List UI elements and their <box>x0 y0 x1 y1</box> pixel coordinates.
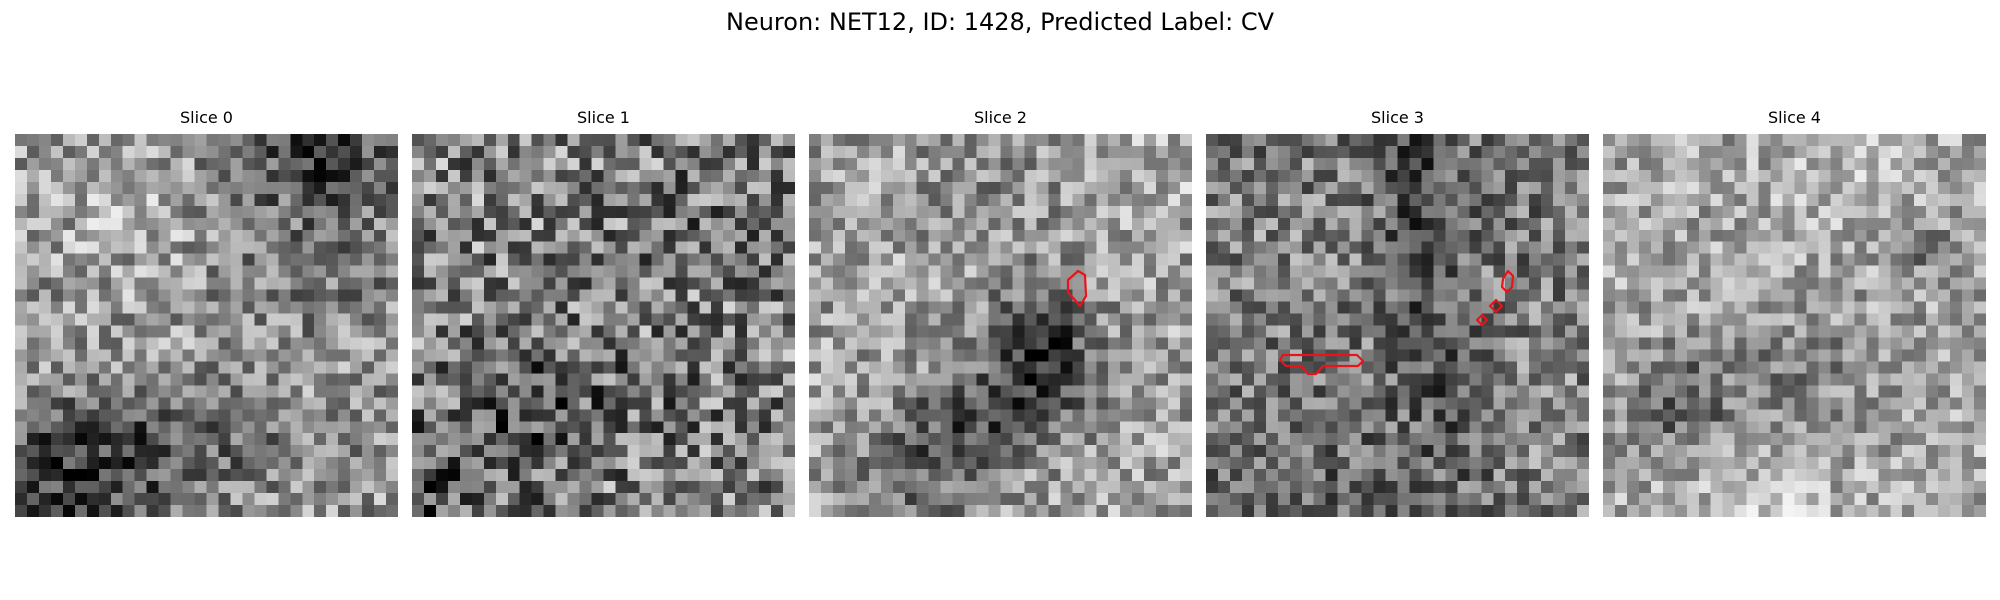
slice-panel-2: Slice 2 <box>809 108 1192 517</box>
roi-contour <box>1066 269 1088 308</box>
slice-title: Slice 2 <box>974 108 1027 127</box>
roi-contour <box>1488 298 1504 314</box>
slice-panel-4: Slice 4 <box>1603 108 1986 517</box>
grayscale-image <box>1603 134 1986 517</box>
slice-image-1 <box>412 134 795 517</box>
slice-title: Slice 3 <box>1371 108 1424 127</box>
contour-overlay <box>1066 269 1088 308</box>
figure-title: Neuron: NET12, ID: 1428, Predicted Label… <box>726 8 1274 36</box>
roi-contour <box>1500 269 1515 294</box>
slice-image-2 <box>809 134 1192 517</box>
slice-title: Slice 1 <box>577 108 630 127</box>
slice-panel-1: Slice 1 <box>412 108 795 517</box>
roi-contour <box>1475 313 1489 327</box>
grayscale-image <box>412 134 795 517</box>
grayscale-image <box>15 134 398 517</box>
grayscale-image <box>1206 134 1589 517</box>
slice-title: Slice 4 <box>1768 108 1821 127</box>
grayscale-image <box>809 134 1192 517</box>
roi-contour <box>1278 353 1365 376</box>
slice-panel-0: Slice 0 <box>15 108 398 517</box>
slice-title: Slice 0 <box>180 108 233 127</box>
slice-image-4 <box>1603 134 1986 517</box>
slice-panel-3: Slice 3 <box>1206 108 1589 517</box>
contour-overlay <box>1278 269 1515 376</box>
slice-image-3 <box>1206 134 1589 517</box>
slice-image-0 <box>15 134 398 517</box>
